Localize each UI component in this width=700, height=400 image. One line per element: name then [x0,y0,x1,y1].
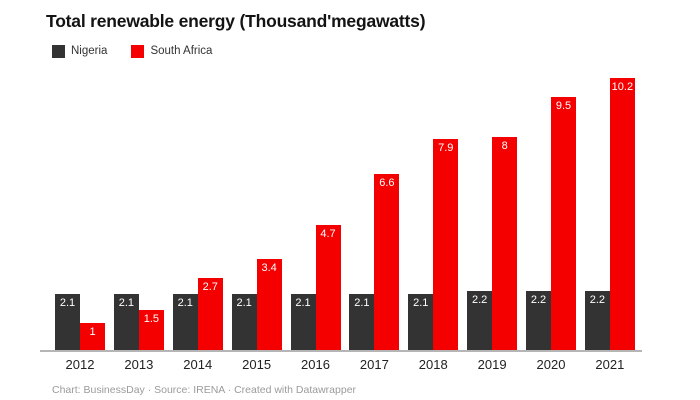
bar-value-label: 10.2 [611,81,634,93]
bar-value-label: 2.1 [354,297,370,309]
bars-row: 2.1 1 2.1 1.5 2.1 2.7 2.1 3.4 2.1 4.7 2.1 6.6 2.1 7.9… [40,78,642,350]
nigeria-color-swatch [52,44,65,58]
x-axis-tick-label-2013: 2013 [124,357,154,372]
legend-item-nigeria: Nigeria [52,44,108,58]
bar-group-2014: 2.1 2.7 [172,278,223,350]
x-axis-tick-label-2014: 2014 [183,357,213,372]
bar-value-label: 1 [89,326,96,338]
bar-south-africa-2021: 10.2 [609,78,635,350]
bar-nigeria-2016: 2.1 [290,294,316,350]
bar-nigeria-2018: 2.1 [408,294,434,350]
x-axis-tick-label-2016: 2016 [301,357,330,372]
bar-value-label: 6.6 [379,177,395,189]
south-africa-color-swatch [131,44,145,58]
attribution-note: Chart: BusinessDay · Source: IRENA · Cre… [52,384,357,396]
bar-nigeria-2014: 2.1 [172,294,198,350]
bar-south-africa-2012: 1 [80,323,105,350]
bar-south-africa-2016: 4.7 [315,225,341,350]
x-axis-tick-label-2017: 2017 [359,357,389,372]
x-axis-tick-label-2019: 2019 [477,357,507,372]
x-axis-line [40,350,642,352]
x-axis-tick-label-2018: 2018 [418,357,448,372]
bar-value-label: 2.1 [177,297,193,309]
bar-value-label: 2.1 [118,297,135,309]
bar-value-label: 2.1 [295,297,311,309]
bar-group-2013: 2.1 1.5 [113,294,164,350]
bar-nigeria-2021: 2.2 [584,291,610,350]
bar-group-2019: 2.2 8 [467,137,518,350]
bar-value-label: 2.1 [413,297,429,309]
bar-group-2012: 2.1 1 [55,294,105,350]
bar-group-2016: 2.1 4.7 [290,225,341,350]
bar-south-africa-2018: 7.9 [433,139,459,350]
bar-south-africa-2014: 2.7 [197,278,223,350]
bar-group-2018: 2.1 7.9 [408,139,459,350]
bar-group-2021: 2.2 10.2 [584,78,635,350]
bar-value-label: 2.2 [589,294,606,306]
bar-south-africa-2017: 6.6 [374,174,400,350]
bar-value-label: 9.5 [555,100,572,112]
bar-nigeria-2019: 2.2 [467,291,493,350]
x-axis-tick-label-2020: 2020 [536,357,566,372]
bar-value-label: 8 [501,140,508,152]
bar-group-2020: 2.2 9.5 [526,97,576,350]
bar-value-label: 1.5 [143,313,160,325]
bar-south-africa-2020: 9.5 [551,97,576,350]
bar-south-africa-2015: 3.4 [256,259,282,350]
legend-item-south-africa: South Africa [131,44,213,58]
bar-group-2015: 2.1 3.4 [231,259,282,350]
bar-value-label: 2.1 [236,297,252,309]
bar-nigeria-2015: 2.1 [231,294,257,350]
bar-south-africa-2019: 8 [492,137,518,350]
x-axis-tick-label-2012: 2012 [65,357,95,372]
bar-group-2017: 2.1 6.6 [349,174,400,350]
bar-nigeria-2020: 2.2 [526,291,551,350]
x-axis-tick-label-2021: 2021 [595,357,625,372]
bar-value-label: 7.9 [438,142,454,154]
legend: Nigeria South Africa [52,44,700,58]
bar-value-label: 3.4 [261,262,277,274]
bar-value-label: 2.7 [202,281,218,293]
legend-label-nigeria: Nigeria [71,45,108,57]
legend-label-south-africa: South Africa [150,45,213,57]
x-axis-labels: 2012 2013 2014 2015 2016 2017 2018 2019 2020 2021 [40,357,642,372]
bar-value-label: 2.1 [59,297,76,309]
bar-value-label: 2.2 [471,294,488,306]
chart-title: Total renewable energy (Thousand'megawat… [46,11,426,31]
bar-nigeria-2017: 2.1 [349,294,375,350]
bar-south-africa-2013: 1.5 [138,310,164,350]
bar-nigeria-2012: 2.1 [55,294,80,350]
x-axis-tick-label-2015: 2015 [242,357,272,372]
plot-area: 2.1 1 2.1 1.5 2.1 2.7 2.1 3.4 2.1 4.7 2.1 6.6 2.1 7.9… [40,78,642,350]
bar-nigeria-2013: 2.1 [113,294,139,350]
bar-value-label: 4.7 [320,228,336,240]
bar-value-label: 2.2 [530,294,547,306]
